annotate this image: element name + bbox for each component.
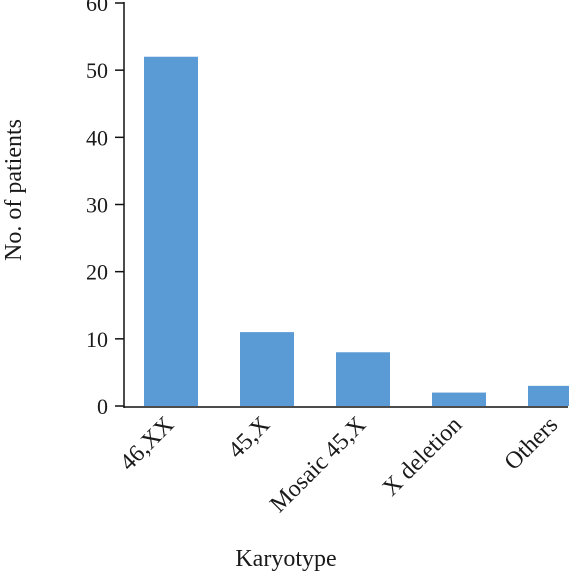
y-tick-label: 40 — [86, 125, 108, 150]
category-label: 45,X — [223, 412, 275, 464]
y-axis-title: No. of patients — [1, 119, 27, 261]
bar — [144, 56, 198, 406]
y-tick-label: 20 — [86, 260, 108, 285]
y-tick-label: 10 — [86, 327, 108, 352]
category-label: X deletion — [378, 412, 468, 502]
bar — [528, 385, 569, 406]
bars — [144, 56, 569, 406]
y-tick-label: 50 — [86, 58, 108, 83]
y-axis: 0 10 20 30 40 50 60 — [86, 0, 125, 419]
x-axis-title: Karyotype — [235, 546, 336, 572]
bar — [432, 392, 486, 406]
category-label: 46,XX — [115, 412, 179, 476]
bar — [240, 332, 294, 406]
y-tick-label: 60 — [86, 0, 108, 16]
y-tick-label: 30 — [86, 193, 108, 218]
category-label: Others — [500, 412, 564, 476]
bar — [336, 352, 390, 406]
category-label: Mosaic 45,X — [265, 412, 371, 518]
y-tick-label: 0 — [97, 394, 108, 419]
